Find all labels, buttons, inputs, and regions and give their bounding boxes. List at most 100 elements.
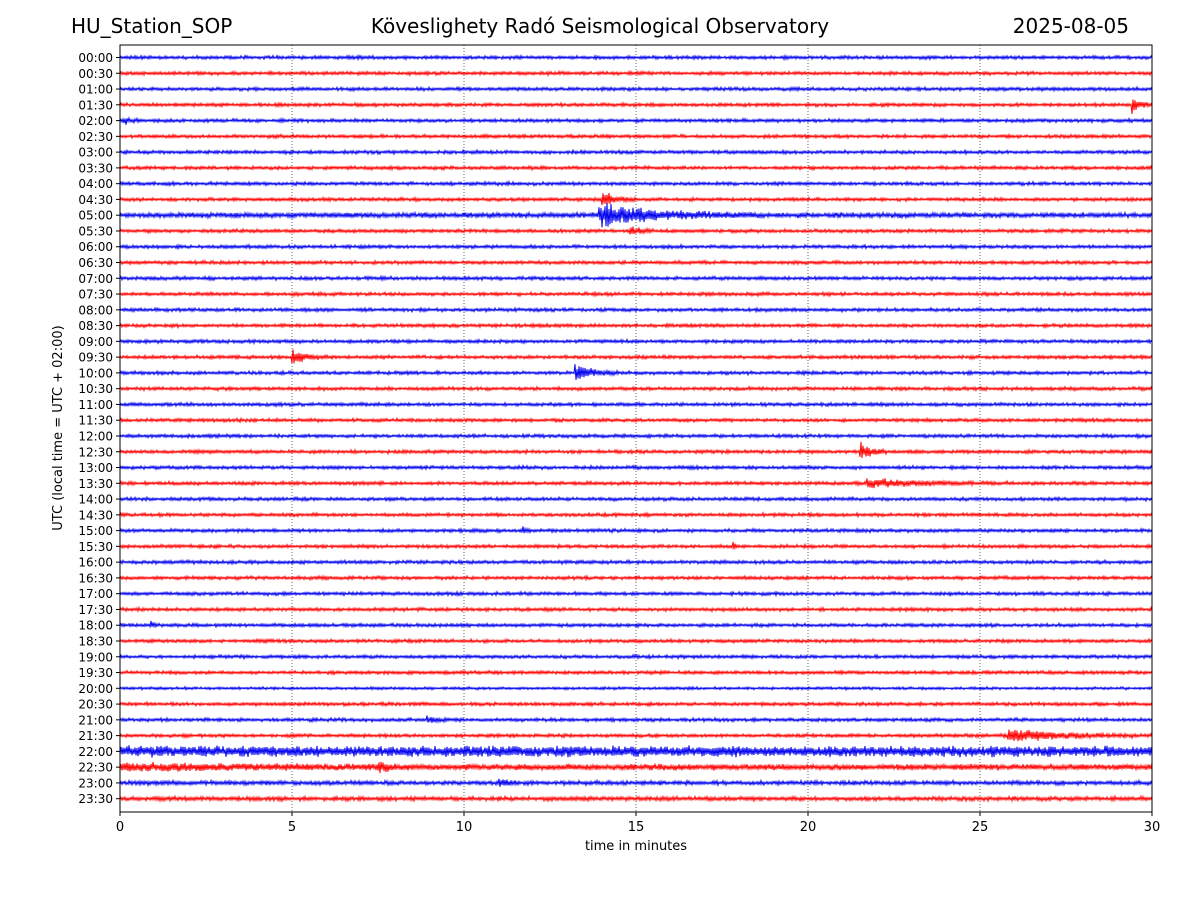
y-tick-label: 11:30 xyxy=(78,414,113,428)
y-tick-label: 15:30 xyxy=(78,540,113,554)
y-tick-label: 02:00 xyxy=(78,114,113,128)
y-tick-label: 22:00 xyxy=(78,745,113,759)
trace-row xyxy=(120,745,1152,758)
trace-row xyxy=(120,226,1152,235)
trace-row xyxy=(120,432,1152,440)
y-tick-label: 08:30 xyxy=(78,319,113,333)
trace-row xyxy=(120,574,1152,582)
y-tick-label: 08:00 xyxy=(78,303,113,317)
x-axis-label: time in minutes xyxy=(585,839,687,854)
trace-row xyxy=(120,400,1152,409)
x-tick-label: 20 xyxy=(800,820,817,835)
trace-row xyxy=(120,116,1152,125)
y-tick-label: 14:00 xyxy=(78,493,113,507)
y-tick-label: 13:00 xyxy=(78,461,113,475)
trace-row xyxy=(120,637,1152,645)
observatory-title: Köveslighety Radó Seismological Observat… xyxy=(370,14,830,38)
trace-row xyxy=(120,321,1152,330)
trace-row xyxy=(120,463,1152,472)
y-tick-label: 09:30 xyxy=(78,351,113,365)
trace-row xyxy=(120,761,1152,774)
trace-row xyxy=(120,148,1152,156)
trace-row xyxy=(120,69,1152,77)
trace-row xyxy=(120,132,1152,140)
y-tick-label: 12:30 xyxy=(78,445,113,459)
y-tick-label: 01:00 xyxy=(78,83,113,97)
seismogram-traces xyxy=(120,53,1152,804)
trace-row xyxy=(120,385,1152,393)
y-tick-label: 22:30 xyxy=(78,761,113,775)
y-tick-label: 16:00 xyxy=(78,556,113,570)
trace-row xyxy=(120,192,1152,206)
trace-row xyxy=(120,180,1152,188)
y-tick-label: 19:00 xyxy=(78,650,113,664)
trace-row xyxy=(120,620,1152,629)
trace-row xyxy=(120,729,1152,742)
trace-row xyxy=(120,511,1152,519)
trace-row xyxy=(120,53,1152,62)
trace-row xyxy=(120,416,1152,424)
trace-row xyxy=(120,685,1152,692)
x-tick-label: 5 xyxy=(288,820,296,835)
vertical-gridlines xyxy=(291,45,981,812)
trace-row xyxy=(120,700,1152,708)
x-tick-label: 15 xyxy=(628,820,645,835)
trace-row xyxy=(120,306,1152,314)
trace-row xyxy=(120,274,1152,282)
y-tick-label: 21:00 xyxy=(78,713,113,727)
trace-row xyxy=(120,164,1152,172)
trace-row xyxy=(120,478,1152,489)
y-tick-label: 20:00 xyxy=(78,682,113,696)
trace-row xyxy=(120,337,1152,346)
trace-row xyxy=(120,526,1152,535)
y-tick-label: 17:00 xyxy=(78,587,113,601)
trace-row xyxy=(120,541,1152,551)
trace-row xyxy=(120,778,1152,788)
x-tick-labels: 0 5 10 15 20 25 30 xyxy=(116,812,1160,835)
trace-row xyxy=(120,99,1152,115)
y-tick-label: 18:30 xyxy=(78,634,113,648)
trace-row xyxy=(120,668,1152,677)
x-tick-label: 0 xyxy=(116,820,124,835)
y-tick-label: 10:00 xyxy=(78,366,113,380)
y-tick-label: 04:30 xyxy=(78,193,113,207)
trace-row xyxy=(120,349,1152,364)
y-tick-label: 06:00 xyxy=(78,240,113,254)
y-tick-label: 06:30 xyxy=(78,256,113,270)
y-tick-label: 23:30 xyxy=(78,792,113,806)
x-tick-label: 30 xyxy=(1144,820,1161,835)
trace-row xyxy=(120,243,1152,251)
y-tick-label: 14:30 xyxy=(78,508,113,522)
trace-row xyxy=(120,290,1152,298)
y-tick-label: 09:00 xyxy=(78,335,113,349)
y-tick-label: 02:30 xyxy=(78,130,113,144)
y-tick-label: 05:00 xyxy=(78,209,113,223)
x-tick-label: 25 xyxy=(972,820,989,835)
trace-row xyxy=(120,715,1152,724)
trace-row xyxy=(120,794,1152,804)
trace-row xyxy=(120,258,1152,267)
y-tick-label: 15:00 xyxy=(78,524,113,538)
trace-row xyxy=(120,85,1152,93)
y-tick-label: 03:30 xyxy=(78,161,113,175)
y-tick-label: 05:30 xyxy=(78,224,113,238)
y-axis-label: UTC (local time = UTC + 02:00) xyxy=(51,325,66,530)
y-tick-label: 19:30 xyxy=(78,666,113,680)
y-tick-label: 07:00 xyxy=(78,272,113,286)
record-date: 2025-08-05 xyxy=(1012,14,1129,38)
y-tick-label: 10:30 xyxy=(78,382,113,396)
y-tick-label: 00:30 xyxy=(78,67,113,81)
y-tick-label: 04:00 xyxy=(78,177,113,191)
trace-row xyxy=(120,441,1152,458)
y-tick-label: 12:00 xyxy=(78,429,113,443)
y-tick-label: 21:30 xyxy=(78,729,113,743)
y-tick-label: 18:00 xyxy=(78,619,113,633)
y-tick-label: 13:30 xyxy=(78,477,113,491)
trace-row xyxy=(120,495,1152,503)
y-tick-label: 16:30 xyxy=(78,571,113,585)
y-tick-label: 17:30 xyxy=(78,603,113,617)
trace-row xyxy=(120,364,1152,380)
trace-row xyxy=(120,203,1152,228)
